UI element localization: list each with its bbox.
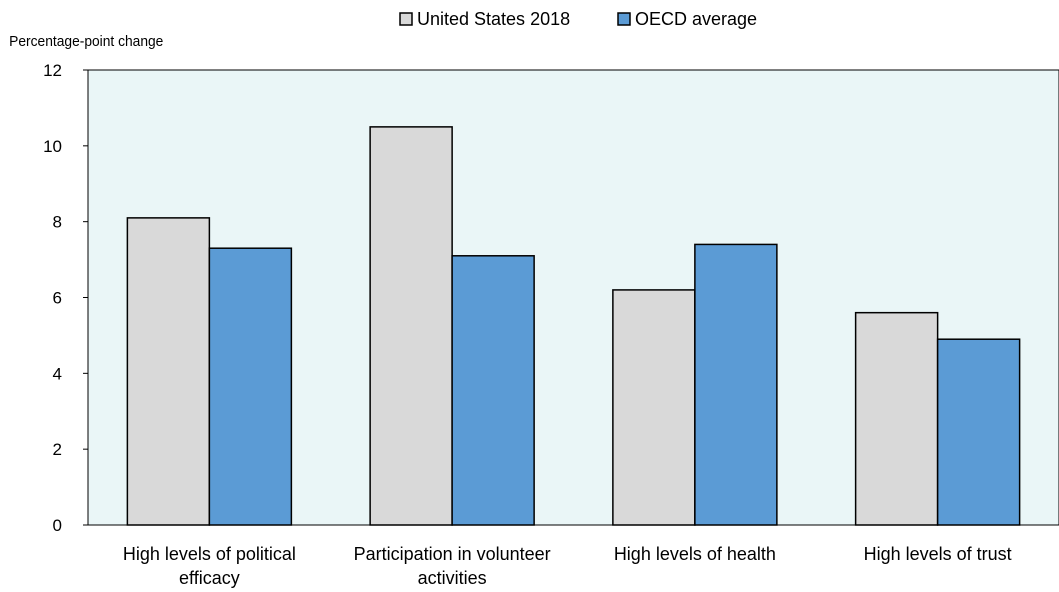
- y-tick-label: 4: [53, 364, 62, 383]
- x-tick-label-line: High levels of health: [614, 544, 776, 564]
- x-tick-label-line: efficacy: [179, 568, 240, 588]
- legend-label: United States 2018: [417, 9, 570, 29]
- bar-united-states-2018: [854, 311, 939, 526]
- y-tick-label: 2: [53, 440, 62, 459]
- y-tick-label: 12: [43, 61, 62, 80]
- x-tick-label: Participation in volunteer activities: [354, 544, 551, 588]
- bar-united-states-2018: [369, 126, 453, 526]
- x-tick-label-line: activities: [418, 568, 487, 588]
- y-tick-label: 10: [43, 137, 62, 156]
- x-tick-label: High levels of trust: [864, 544, 1012, 564]
- y-axis-ticks: 0 2 4 6 8 10 12: [43, 61, 88, 535]
- x-tick-label: High levels of political efficacy: [123, 544, 296, 588]
- bar-oecd-average: [694, 243, 778, 526]
- y-axis-label: Percentage-point change: [9, 34, 163, 51]
- x-axis-labels: High levels of political efficacy Particip…: [123, 544, 1012, 588]
- legend-label: OECD average: [635, 9, 757, 29]
- y-tick-label: 8: [53, 213, 62, 232]
- x-tick-label-line: Participation in volunteer: [354, 544, 551, 564]
- x-tick-label-line: High levels of trust: [864, 544, 1012, 564]
- bar-oecd-average: [208, 247, 293, 526]
- bar-united-states-2018: [612, 289, 696, 526]
- bar-oecd-average: [936, 338, 1021, 526]
- y-tick-label: 6: [53, 289, 62, 308]
- legend-swatch: [617, 12, 631, 26]
- x-tick-label: High levels of health: [614, 544, 776, 564]
- bar-oecd-average: [451, 255, 535, 526]
- x-tick-label-line: High levels of political: [123, 544, 296, 564]
- legend: United States 2018 OECD average: [399, 9, 757, 29]
- y-tick-label: 0: [53, 516, 62, 535]
- legend-swatch: [399, 12, 413, 26]
- bars: [126, 126, 1021, 526]
- bar-united-states-2018: [126, 217, 211, 526]
